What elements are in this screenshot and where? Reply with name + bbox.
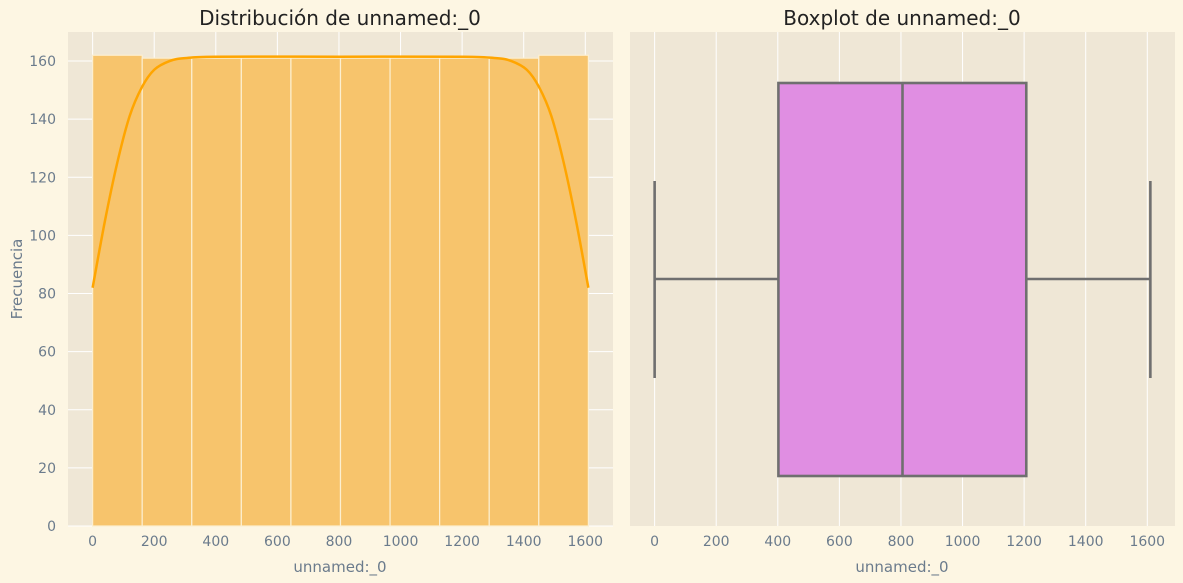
histogram-y-ticks: 0 20 40 60 80 100 120 140 160 (29, 54, 56, 535)
histogram-x-tick-label: 1200 (444, 534, 480, 550)
boxplot-x-tick-label: 400 (764, 534, 791, 550)
boxplot-x-tick-label: 1000 (945, 534, 981, 550)
histogram-bar (290, 57, 342, 527)
histogram-y-tick-label: 60 (38, 345, 56, 361)
histogram-x-label: unnamed:_0 (293, 558, 386, 577)
histogram-x-tick-label: 200 (141, 534, 168, 550)
boxplot-x-ticks: 0 200 400 600 800 1000 1200 1400 1600 (650, 534, 1165, 550)
histogram-y-tick-label: 120 (29, 170, 56, 186)
histogram-bar (439, 57, 490, 527)
histogram-title: Distribución de unnamed:_0 (199, 6, 481, 30)
histogram-y-tick-label: 40 (38, 403, 56, 419)
histogram-y-tick-label: 160 (29, 54, 56, 70)
boxplot-x-tick-label: 600 (826, 534, 853, 550)
boxplot-x-tick-label: 1200 (1006, 534, 1042, 550)
histogram-bar (191, 57, 242, 527)
histogram-x-tick-label: 1000 (383, 534, 419, 550)
boxplot-x-tick-label: 200 (703, 534, 730, 550)
histogram-y-label: Frecuencia (8, 239, 26, 320)
histogram-x-tick-label: 1600 (567, 534, 603, 550)
histogram-y-tick-label: 20 (38, 461, 56, 477)
histogram-x-tick-label: 1400 (506, 534, 542, 550)
histogram-x-tick-label: 0 (88, 534, 97, 550)
histogram-y-tick-label: 80 (38, 287, 56, 303)
histogram-y-tick-label: 140 (29, 112, 56, 128)
histogram-y-tick-label: 100 (29, 228, 56, 244)
histogram-y-tick-label: 0 (47, 519, 56, 535)
boxplot-x-tick-label: 0 (650, 534, 659, 550)
histogram-bar (92, 54, 143, 527)
boxplot-title: Boxplot de unnamed:_0 (783, 6, 1020, 30)
boxplot-x-tick-label: 1600 (1129, 534, 1165, 550)
kde-line (91, 55, 590, 288)
histogram-bars (92, 54, 589, 527)
boxplot-panel: 0 200 400 600 800 1000 1200 1400 1600 Boxplot de… (630, 6, 1175, 577)
boxplot-x-label: unnamed:_0 (855, 558, 948, 577)
histogram-bar (389, 57, 441, 527)
histogram-bar (488, 57, 540, 527)
histogram-x-tick-label: 600 (264, 534, 291, 550)
histogram-bar (538, 54, 589, 527)
histogram-x-tick-label: 800 (326, 534, 353, 550)
histogram-bar (240, 57, 292, 527)
histogram-x-tick-label: 400 (202, 534, 229, 550)
histogram-panel: 0 200 400 600 800 1000 1200 1400 1600 0 20 40 60 80 1… (8, 6, 613, 577)
boxplot-x-tick-label: 800 (888, 534, 915, 550)
boxplot-x-tick-label: 1400 (1068, 534, 1104, 550)
histogram-bar (141, 57, 193, 527)
histogram-bar (339, 57, 391, 527)
histogram-x-ticks: 0 200 400 600 800 1000 1200 1400 1600 (88, 534, 603, 550)
boxplot-marks (653, 81, 1152, 478)
